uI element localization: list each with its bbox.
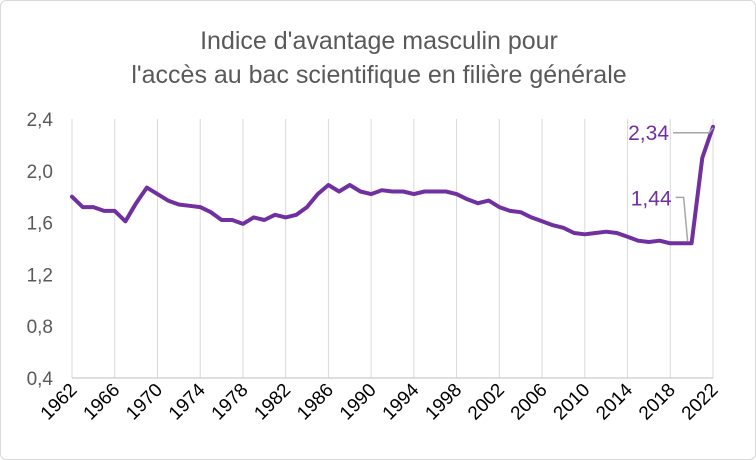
x-tick-label-1974: 1974: [165, 379, 210, 424]
y-tick-label-0: 0,4: [27, 369, 54, 390]
x-axis-ticks: 1962196619701974197819821986199019941998…: [37, 379, 723, 424]
y-tick-label-5: 2,4: [27, 110, 54, 131]
chart-grid: [71, 119, 714, 379]
x-tick-label-2014: 2014: [592, 379, 637, 424]
annotation-leader-2-34: [673, 127, 714, 134]
x-tick-label-1990: 1990: [336, 380, 381, 425]
y-tick-label-1: 0,8: [27, 317, 53, 338]
annotation-label-2-34: 2,34: [628, 122, 669, 145]
x-tick-label-1966: 1966: [80, 380, 125, 425]
x-tick-label-1994: 1994: [379, 379, 424, 424]
chart-series: [70, 124, 715, 246]
chart-title-line-1: Indice d'avantage masculin pour: [200, 27, 558, 55]
y-tick-label-3: 1,6: [27, 214, 53, 235]
y-axis-ticks: 0,4 0,8 1,2 1,6 2,0 2,4: [27, 110, 54, 390]
x-tick-label-1986: 1986: [293, 380, 338, 425]
x-tick-label-2002: 2002: [464, 380, 509, 425]
x-tick-label-2022: 2022: [678, 380, 723, 425]
chart-title-line-2: l'accès au bac scientifique en filière g…: [131, 61, 627, 89]
chart-annotations: 1,44 2,34: [628, 122, 714, 242]
x-tick-label-2018: 2018: [635, 380, 680, 425]
annotation-label-1-44: 1,44: [631, 187, 672, 210]
x-tick-label-2006: 2006: [507, 380, 552, 425]
x-tick-label-1998: 1998: [421, 380, 466, 425]
x-tick-label-1978: 1978: [208, 380, 253, 425]
x-tick-label-1970: 1970: [122, 380, 167, 425]
annotation-leader-1-44: [675, 196, 689, 242]
x-tick-label-1982: 1982: [250, 380, 295, 425]
y-tick-label-2: 1,2: [27, 265, 53, 286]
series-line-0: [70, 124, 715, 246]
y-tick-label-4: 2,0: [27, 162, 53, 183]
x-tick-label-2010: 2010: [550, 380, 595, 425]
